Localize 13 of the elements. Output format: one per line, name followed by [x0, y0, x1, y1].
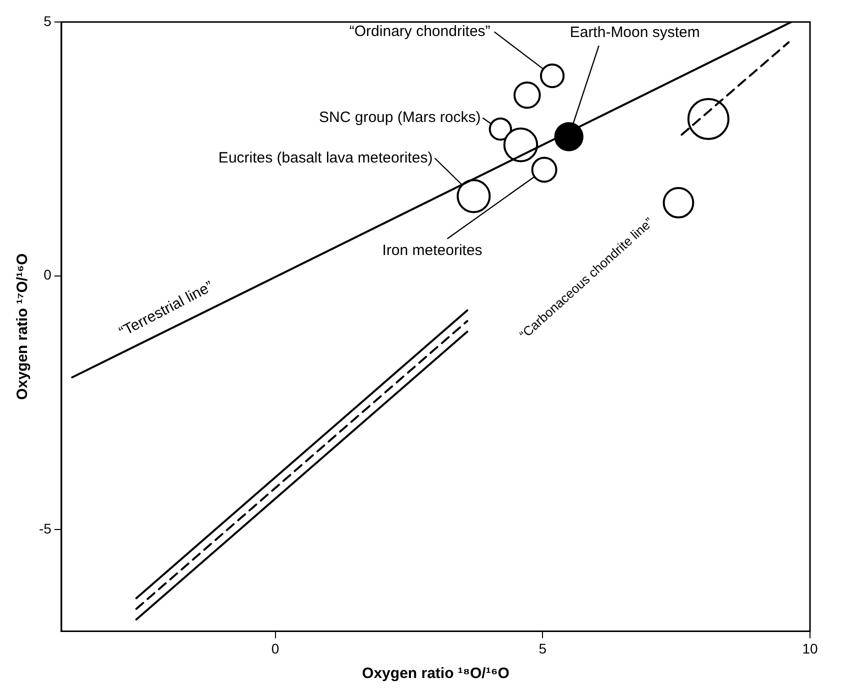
annotation: Eucrites (basalt lava meteorites) — [218, 149, 433, 166]
annotation: SNC group (Mars rocks) — [319, 108, 481, 126]
y-axis-title: Oxygen ratio ¹⁷O/¹⁶O — [14, 253, 32, 400]
x-axis-title: Oxygen ratio ¹⁸O/¹⁶O — [362, 665, 510, 682]
annotation: Earth-Moon system — [570, 24, 700, 41]
x-tick-label: 5 — [538, 640, 547, 656]
x-tick-label: 0 — [271, 640, 280, 656]
y-tick-label: 5 — [44, 12, 52, 29]
annotation: Iron meteorites — [382, 242, 482, 259]
y-tick-label: 0 — [44, 266, 52, 283]
y-tick-label: -5 — [38, 520, 52, 537]
x-tick-label: 10 — [802, 640, 818, 656]
annotation: “Ordinary chondrites” — [349, 22, 490, 40]
